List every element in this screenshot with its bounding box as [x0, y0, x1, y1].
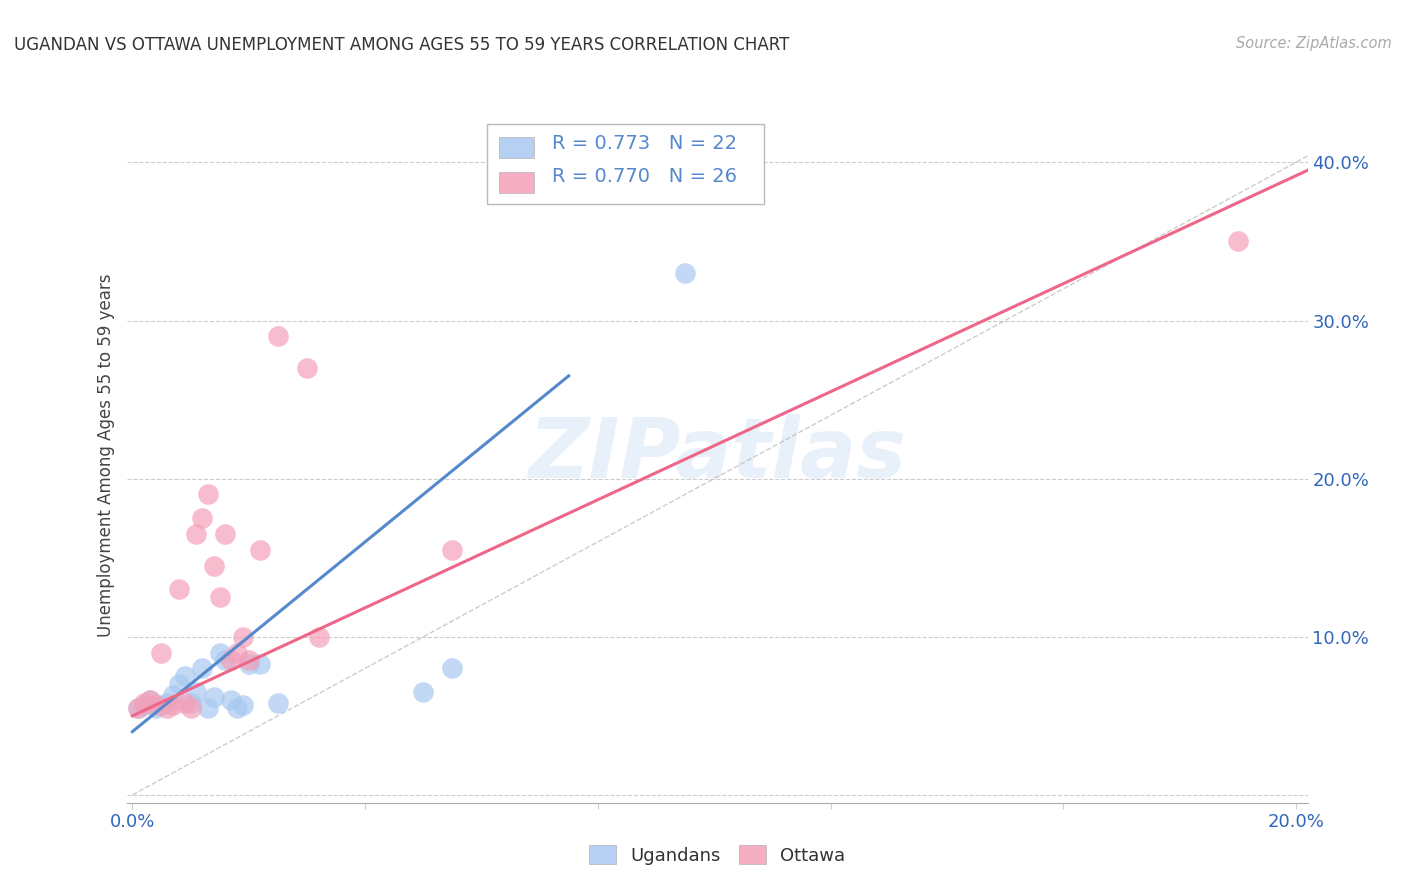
FancyBboxPatch shape	[486, 124, 765, 204]
Point	[238, 653, 260, 667]
Point	[238, 657, 260, 671]
Point	[295, 360, 318, 375]
Point	[150, 646, 173, 660]
Point	[226, 701, 249, 715]
Text: R = 0.773   N = 22: R = 0.773 N = 22	[551, 135, 737, 153]
Point	[167, 582, 190, 597]
Point	[156, 701, 179, 715]
Bar	[499, 172, 534, 193]
Point	[186, 527, 208, 541]
Bar	[499, 137, 534, 158]
Legend: Ugandans, Ottawa: Ugandans, Ottawa	[579, 837, 855, 874]
Point	[219, 693, 242, 707]
Point	[132, 696, 155, 710]
Point	[139, 693, 162, 707]
Point	[145, 701, 167, 715]
Point	[139, 693, 162, 707]
Point	[214, 653, 236, 667]
Point	[186, 685, 208, 699]
Point	[249, 542, 271, 557]
Point	[208, 591, 231, 605]
Point	[197, 701, 219, 715]
Y-axis label: Unemployment Among Ages 55 to 59 years: Unemployment Among Ages 55 to 59 years	[97, 273, 115, 637]
Point	[208, 646, 231, 660]
Point	[127, 701, 149, 715]
Point	[412, 685, 434, 699]
Point	[202, 558, 225, 573]
Point	[173, 669, 195, 683]
Point	[226, 646, 249, 660]
Point	[441, 542, 464, 557]
Point	[145, 698, 167, 712]
Point	[267, 696, 290, 710]
Text: UGANDAN VS OTTAWA UNEMPLOYMENT AMONG AGES 55 TO 59 YEARS CORRELATION CHART: UGANDAN VS OTTAWA UNEMPLOYMENT AMONG AGE…	[14, 36, 789, 54]
Point	[202, 690, 225, 704]
Point	[673, 266, 696, 280]
Point	[441, 661, 464, 675]
Point	[232, 698, 254, 712]
Point	[132, 698, 155, 712]
Point	[180, 696, 202, 710]
Point	[167, 677, 190, 691]
Point	[191, 511, 214, 525]
Point	[150, 698, 173, 712]
Text: R = 0.770   N = 26: R = 0.770 N = 26	[551, 167, 737, 186]
Point	[197, 487, 219, 501]
Point	[180, 701, 202, 715]
Point	[214, 527, 236, 541]
Point	[191, 661, 214, 675]
Text: ZIPatlas: ZIPatlas	[529, 415, 905, 495]
Point	[267, 329, 290, 343]
Point	[173, 696, 195, 710]
Point	[162, 688, 184, 702]
Point	[156, 696, 179, 710]
Point	[127, 701, 149, 715]
Point	[162, 698, 184, 712]
Text: Source: ZipAtlas.com: Source: ZipAtlas.com	[1236, 36, 1392, 51]
Point	[219, 653, 242, 667]
Point	[232, 630, 254, 644]
Point	[308, 630, 330, 644]
Point	[249, 657, 271, 671]
Point	[1226, 235, 1249, 249]
